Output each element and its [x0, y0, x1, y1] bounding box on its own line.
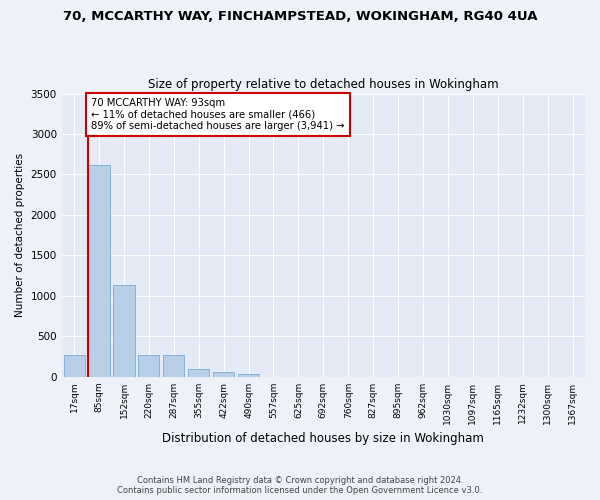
Title: Size of property relative to detached houses in Wokingham: Size of property relative to detached ho… [148, 78, 499, 91]
Bar [138, 355, 160, 376]
Bar [238, 374, 259, 376]
Y-axis label: Number of detached properties: Number of detached properties [15, 153, 25, 317]
Text: 70 MCCARTHY WAY: 93sqm
← 11% of detached houses are smaller (466)
89% of semi-de: 70 MCCARTHY WAY: 93sqm ← 11% of detached… [91, 98, 345, 131]
Bar [113, 286, 134, 376]
Bar [188, 369, 209, 376]
Bar [88, 164, 110, 376]
Text: 70, MCCARTHY WAY, FINCHAMPSTEAD, WOKINGHAM, RG40 4UA: 70, MCCARTHY WAY, FINCHAMPSTEAD, WOKINGH… [63, 10, 537, 23]
Text: Contains HM Land Registry data © Crown copyright and database right 2024.
Contai: Contains HM Land Registry data © Crown c… [118, 476, 482, 495]
X-axis label: Distribution of detached houses by size in Wokingham: Distribution of detached houses by size … [163, 432, 484, 445]
Bar [163, 355, 184, 376]
Bar [213, 372, 234, 376]
Bar [64, 355, 85, 376]
